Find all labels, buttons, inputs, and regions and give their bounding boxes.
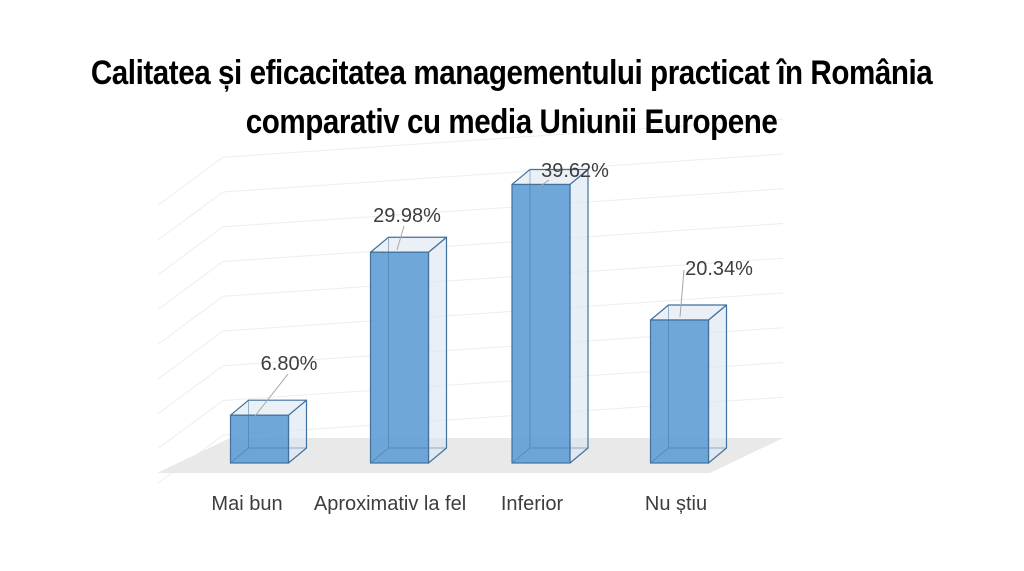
bar-front-face (369, 251, 430, 464)
bar-side-face (427, 236, 448, 464)
title-line-2: comparativ cu media Uniunii Europene (246, 103, 778, 141)
bar-hidden-edges (650, 305, 727, 464)
bar-front-face (511, 183, 571, 464)
gridline (157, 223, 784, 310)
data-label-leader-0 (254, 373, 289, 417)
bar-hidden-edges (230, 400, 307, 464)
data-label-0: 6.80% (261, 353, 318, 375)
bar-front-face (649, 319, 710, 464)
bar-side-face (569, 168, 589, 464)
data-label-leader-3 (679, 269, 685, 318)
gridline (157, 292, 784, 380)
gridline (157, 362, 784, 449)
bar-side-face (707, 304, 728, 464)
data-label-leader-1 (396, 225, 405, 251)
bar-3-nu-știu (649, 304, 728, 464)
data-label-3: 20.34% (685, 258, 753, 280)
chart-title-row-2: comparativ cu media Uniunii Europene (0, 101, 1024, 150)
gridline (157, 327, 784, 415)
data-label-2: 39.62% (541, 160, 609, 182)
gridline (157, 188, 784, 276)
category-label-2: Inferior (501, 493, 564, 515)
bar-hidden-edges (511, 169, 588, 464)
data-label-1: 29.98% (373, 205, 441, 227)
bar-1-aproximativ-la-fel (369, 236, 448, 464)
bar-hidden-edges (370, 237, 447, 464)
bar-0-mai-bun (229, 399, 308, 464)
chart-title: Calitatea și eficacitatea managementului… (0, 52, 1024, 150)
chart-title-row-1: Calitatea și eficacitatea managementului… (0, 52, 1024, 101)
gridline (157, 118, 784, 206)
bar-2-inferior (511, 168, 589, 464)
category-label-1: Aproximativ la fel (314, 493, 466, 515)
gridline (157, 257, 784, 345)
category-label-0: Mai bun (211, 493, 282, 515)
gridline (157, 153, 784, 241)
data-label-leader-2 (538, 179, 550, 188)
category-label-3: Nu știu (645, 493, 707, 515)
title-line-1: Calitatea și eficacitatea managementului… (91, 54, 933, 92)
chart-floor (157, 438, 783, 473)
